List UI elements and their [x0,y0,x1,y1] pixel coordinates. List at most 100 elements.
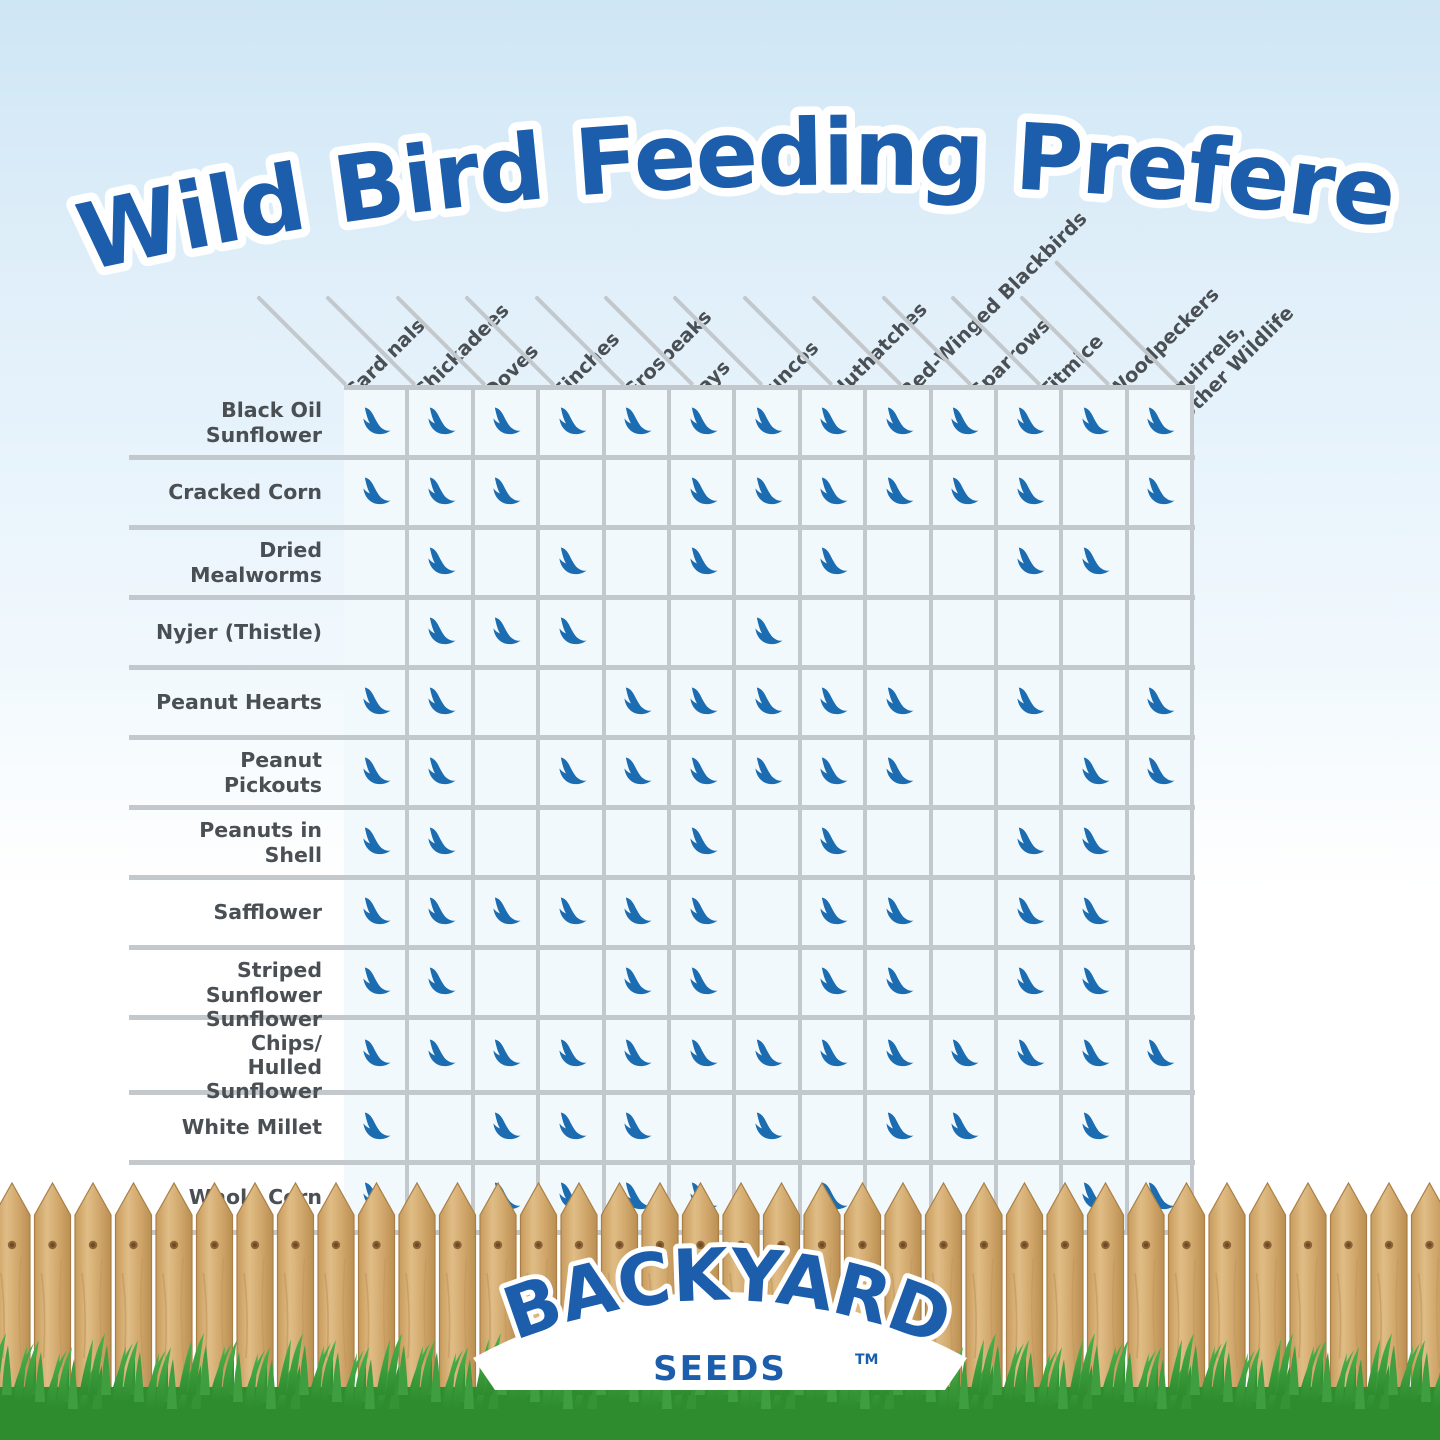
row-separator [129,1090,1195,1095]
bird-icon [886,756,914,784]
column-header-layer: CardinalsChickadeesDovesFinchesGrosbeaks… [0,180,1440,426]
cell-r10-c5 [605,1020,671,1090]
bird-icon [690,406,718,434]
cell-r3-c3 [474,530,541,595]
cell-r10-c11 [997,1020,1064,1090]
cell-r1-c3 [474,390,541,455]
logo-shield-shape [473,1292,967,1390]
bird-icon [624,1181,652,1209]
cell-r1-c13 [1128,390,1195,455]
cell-r10-c4 [540,1020,606,1090]
bird-icon [755,756,783,784]
cell-r8-c4 [540,880,606,945]
cell-r1-c12 [1063,390,1129,455]
cell-r10-c12 [1063,1020,1129,1090]
cell-r4-c3 [474,600,541,665]
cell-r6-c4 [540,740,606,805]
cell-r8-c13 [1128,880,1195,945]
table-row: Peanut Hearts [156,670,1195,735]
row-label-9: Striped Sunflower [139,950,344,1015]
row-label-line: Dried Mealworms [190,538,322,587]
bird-icon [428,1039,456,1067]
bird-icon [951,476,979,504]
cell-r6-c5 [605,740,671,805]
cell-r9-c6 [670,950,737,1015]
cell-r2-c3 [474,460,541,525]
cell-r10-c7 [736,1020,802,1090]
bird-icon [559,406,587,434]
cell-r1-c4 [540,390,606,455]
cell-r4-c12 [1063,600,1129,665]
cell-r2-c1 [344,460,410,525]
bird-icon [1082,546,1110,574]
cell-r4-c8 [801,600,868,665]
bird-icon [493,406,521,434]
bird-icon [1082,756,1110,784]
cell-r5-c7 [736,670,802,735]
bird-icon [820,756,848,784]
column-header-rule [256,295,348,387]
cell-r7-c6 [670,810,737,875]
bird-icon [559,616,587,644]
cell-r5-c12 [1063,670,1129,735]
bird-icon [886,1039,914,1067]
bird-icon [690,896,718,924]
bird-icon [755,406,783,434]
bird-icon [428,896,456,924]
bird-icon [428,756,456,784]
row-separator [129,735,1195,740]
bird-icon [493,1111,521,1139]
cell-r10-c9 [867,1020,933,1090]
cell-r4-c7 [736,600,802,665]
cell-r4-c10 [932,600,998,665]
bird-icon [1017,546,1045,574]
cell-r5-c11 [997,670,1064,735]
bird-icon [1082,826,1110,854]
cell-r4-c2 [409,600,475,665]
cell-r11-c7 [736,1095,802,1160]
bird-icon [624,756,652,784]
bird-icon [886,686,914,714]
bird-icon [1082,1039,1110,1067]
cell-r11-c1 [344,1095,410,1160]
cell-r3-c12 [1063,530,1129,595]
cell-r2-c2 [409,460,475,525]
row-label-6: Peanut Pickouts [139,740,344,805]
cell-r4-c5 [605,600,671,665]
cell-r3-c13 [1128,530,1195,595]
cell-r1-c6 [670,390,737,455]
bird-icon [820,476,848,504]
cell-r10-c2 [409,1020,475,1090]
bird-icon [1017,476,1045,504]
bird-icon [428,546,456,574]
row-label-line: Safflower [213,900,322,925]
row-separator [129,1015,1195,1020]
table-row: Sunflower Chips/Hulled Sunflower [206,1007,1195,1103]
fence-picket [1329,1182,1368,1389]
cell-r7-c5 [605,810,671,875]
table-row: Black Oil Sunflower [206,390,1195,455]
cell-r1-c2 [409,390,475,455]
cell-r5-c13 [1128,670,1195,735]
cell-r7-c9 [867,810,933,875]
cell-r6-c10 [932,740,998,805]
bird-icon [820,896,848,924]
cell-r5-c10 [932,670,998,735]
cell-r9-c3 [474,950,541,1015]
row-separator [129,595,1195,600]
cell-r11-c13 [1128,1095,1195,1160]
bird-icon [1147,406,1175,434]
cell-r1-c5 [605,390,671,455]
row-label-10: Sunflower Chips/Hulled Sunflower [139,1007,344,1104]
cell-r11-c10 [932,1095,998,1160]
cell-r4-c13 [1128,600,1195,665]
bird-icon [886,406,914,434]
row-label-line: Nyjer (Thistle) [156,620,322,645]
cell-r5-c5 [605,670,671,735]
bird-icon [1017,1039,1045,1067]
cell-r9-c12 [1063,950,1129,1015]
cell-r11-c4 [540,1095,606,1160]
bird-icon [690,756,718,784]
bird-icon [820,966,848,994]
bird-icon [951,1111,979,1139]
